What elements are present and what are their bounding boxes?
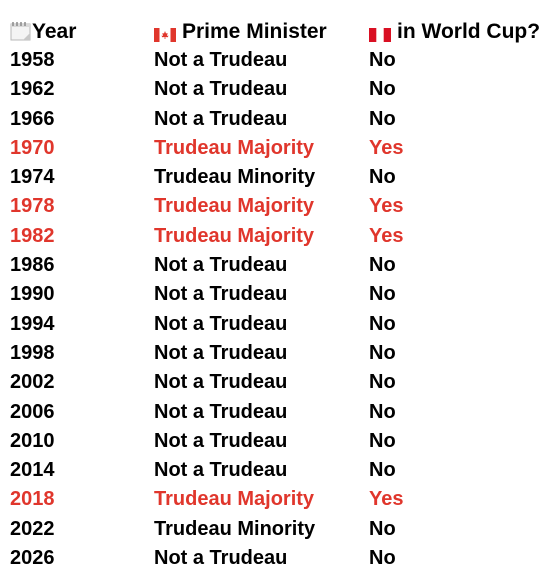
year-cell: 1998 (10, 341, 55, 364)
world-cup-cell: Yes (369, 136, 404, 159)
prime-minister-cell: Not a Trudeau (154, 429, 288, 452)
year-cell: 1986 (10, 254, 55, 277)
prime-minister-cell: Trudeau Minority (154, 166, 316, 189)
world-cup-cell: No (369, 283, 396, 306)
calendar-icon (10, 20, 32, 41)
table-row: 1986 Not a Trudeau No (0, 251, 550, 280)
table-row: 2014 Not a Trudeau No (0, 456, 550, 485)
prime-minister-cell: Not a Trudeau (154, 459, 288, 482)
table-row: 2026 Not a Trudeau No (0, 544, 550, 573)
prime-minister-cell: Not a Trudeau (154, 547, 288, 570)
world-cup-cell: No (369, 49, 396, 71)
year-cell: 2026 (10, 547, 55, 570)
table-row: 1998 Not a Trudeau No (0, 339, 550, 368)
year-cell: 2006 (10, 400, 55, 423)
world-cup-cell: No (369, 107, 396, 130)
year-cell: 1974 (10, 166, 55, 189)
world-cup-cell: Yes (369, 224, 404, 247)
table-row: 2010 Not a Trudeau No (0, 427, 550, 456)
table-row: 1994 Not a Trudeau No (0, 310, 550, 339)
year-cell: 1994 (10, 312, 55, 335)
table-row: 1982 Trudeau Majority Yes (0, 222, 550, 251)
world-cup-cell: No (369, 517, 396, 540)
table-row: 1958 Not a Trudeau No (0, 46, 550, 75)
prime-minister-cell: Not a Trudeau (154, 312, 288, 335)
world-cup-cell: No (369, 254, 396, 277)
year-cell: 1966 (10, 107, 55, 130)
world-cup-header: in World Cup? (369, 17, 540, 47)
year-header-label: Year (32, 20, 77, 43)
world-cup-cell: No (369, 547, 396, 570)
table-header: Year Prime Minister in World Cup? (0, 0, 550, 46)
world-cup-cell: No (369, 78, 396, 101)
year-cell: 2002 (10, 371, 55, 394)
prime-minister-cell: Not a Trudeau (154, 107, 288, 130)
world-cup-cell: Yes (369, 195, 404, 218)
table-row: 1978 Trudeau Majority Yes (0, 192, 550, 221)
world-cup-cell: No (369, 312, 396, 335)
prime-minister-cell: Not a Trudeau (154, 78, 288, 101)
year-header: Year (10, 17, 76, 47)
world-cup-cell: No (369, 341, 396, 364)
world-cup-cell: No (369, 371, 396, 394)
prime-minister-cell: Trudeau Majority (154, 224, 315, 247)
prime-minister-cell: Not a Trudeau (154, 254, 288, 277)
prime-minister-cell: Trudeau Majority (154, 195, 315, 218)
table-row: 1962 Not a Trudeau No (0, 75, 550, 104)
table-row: 1990 Not a Trudeau No (0, 280, 550, 309)
year-cell: 1982 (10, 224, 55, 247)
table-row: 2002 Not a Trudeau No (0, 368, 550, 397)
table-row: 2022 Trudeau Minority No (0, 515, 550, 544)
prime-minister-cell: Not a Trudeau (154, 371, 288, 394)
year-cell: 2022 (10, 517, 55, 540)
prime-minister-cell: Not a Trudeau (154, 283, 288, 306)
world-cup-cell: Yes (369, 488, 404, 511)
prime-minister-cell: Not a Trudeau (154, 400, 288, 423)
world-cup-header-label: in World Cup? (397, 20, 541, 43)
year-cell: 2014 (10, 459, 55, 482)
year-cell: 1970 (10, 136, 55, 159)
prime-minister-header: Prime Minister (154, 17, 327, 47)
peru-flag-icon (369, 21, 391, 43)
table-row: 2006 Not a Trudeau No (0, 398, 550, 427)
world-cup-cell: No (369, 459, 396, 482)
table-row: 1974 Trudeau Minority No (0, 163, 550, 192)
year-cell: 2018 (10, 488, 55, 511)
prime-minister-cell: Trudeau Minority (154, 517, 316, 540)
table-row: 1966 Not a Trudeau No (0, 105, 550, 134)
canada-flag-icon (154, 21, 176, 43)
year-cell: 1962 (10, 78, 55, 101)
world-cup-cell: No (369, 429, 396, 452)
trudeau-world-cup-table: Year Prime Minister in World Cup? (0, 0, 550, 573)
world-cup-cell: No (369, 166, 396, 189)
prime-minister-cell: Trudeau Majority (154, 136, 315, 159)
table-body: 1958 Not a Trudeau No 1962 Not a Trudeau No 19… (0, 46, 550, 573)
prime-minister-cell: Not a Trudeau (154, 341, 288, 364)
prime-minister-cell: Not a Trudeau (154, 49, 288, 71)
year-cell: 1958 (10, 49, 55, 71)
prime-minister-header-label: Prime Minister (182, 20, 327, 43)
year-cell: 2010 (10, 429, 55, 452)
table-row: 2018 Trudeau Majority Yes (0, 485, 550, 514)
table-row: 1970 Trudeau Majority Yes (0, 134, 550, 163)
year-cell: 1990 (10, 283, 55, 306)
prime-minister-cell: Trudeau Majority (154, 488, 315, 511)
year-cell: 1978 (10, 195, 55, 218)
world-cup-cell: No (369, 400, 396, 423)
